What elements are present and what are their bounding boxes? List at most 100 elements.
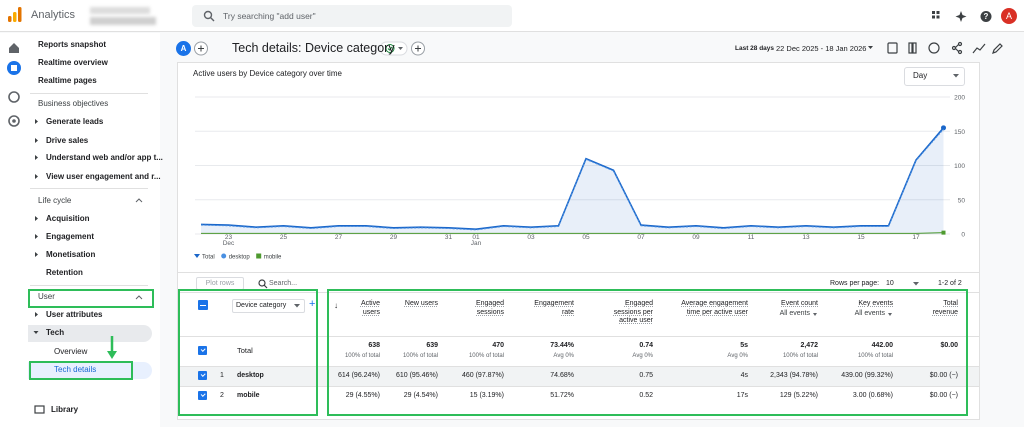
- legend-swatch: [194, 254, 200, 258]
- granularity: Day: [913, 71, 928, 80]
- cell: 439.00 (99.32%): [841, 372, 893, 379]
- x-tick-sublabel: Dec: [223, 240, 235, 247]
- row-name[interactable]: mobile: [237, 392, 260, 399]
- total-value: 5s: [740, 342, 748, 349]
- legend-label: Total: [202, 255, 215, 261]
- nav-item[interactable]: Understand web and/or app t...: [46, 153, 163, 162]
- divider: [30, 93, 148, 94]
- nav-item[interactable]: Tech: [46, 328, 65, 337]
- search-icon: [203, 10, 215, 22]
- add-dimension[interactable]: +: [309, 298, 316, 310]
- total-value: 638: [368, 342, 380, 349]
- row-checkbox[interactable]: [198, 391, 207, 400]
- cell: 0.52: [639, 392, 653, 399]
- y-tick-label: 200: [954, 95, 965, 102]
- column-header-label: Key events: [858, 300, 893, 307]
- nav-item[interactable]: Engagement: [46, 232, 95, 241]
- column-header-label: Active users: [360, 300, 380, 316]
- dimension-dropdown[interactable]: [232, 299, 305, 313]
- nav-subitem[interactable]: Overview: [54, 347, 88, 356]
- row-name[interactable]: desktop: [237, 372, 264, 379]
- nav-item[interactable]: Acquisition: [46, 214, 90, 223]
- nav-item[interactable]: View user engagement and r...: [46, 172, 161, 181]
- divider: [177, 292, 980, 293]
- column-header-sub[interactable]: All events: [779, 310, 810, 317]
- x-tick-label: 01: [472, 234, 480, 241]
- nav-item[interactable]: Generate leads: [46, 117, 104, 126]
- nav-item-bg: [28, 325, 152, 342]
- nav-item[interactable]: Monetisation: [46, 250, 96, 259]
- y-tick-label: 0: [961, 232, 965, 239]
- cell: $0.00 (−): [929, 392, 958, 399]
- search-placeholder[interactable]: Try searching "add user": [223, 11, 316, 21]
- toolbar-icons: [868, 41, 1003, 55]
- x-tick-sublabel: Jan: [471, 240, 482, 247]
- total-sub: Avg 0%: [553, 353, 574, 359]
- row-checkbox[interactable]: [198, 346, 207, 355]
- property-blur: [90, 17, 156, 25]
- header-icons: [194, 41, 425, 56]
- x-tick-label: 27: [335, 234, 343, 241]
- top-bar: [0, 0, 1024, 32]
- total-value: $0.00: [940, 342, 958, 349]
- granularity-dropdown[interactable]: [904, 67, 965, 86]
- row-checkbox[interactable]: [198, 371, 207, 380]
- rows-per-page[interactable]: 10: [886, 280, 894, 287]
- date-range[interactable]: 22 Dec 2025 - 18 Jan 2026: [776, 44, 867, 53]
- table-search-icon: [258, 279, 268, 289]
- nav-item[interactable]: Drive sales: [46, 136, 89, 145]
- end-marker: [941, 125, 946, 131]
- nav-item[interactable]: Realtime pages: [38, 76, 97, 85]
- date-range-label: Last 28 days: [735, 45, 775, 52]
- property-avatar-bg[interactable]: [176, 41, 191, 56]
- row-rank: 2: [220, 392, 224, 399]
- column-header-sub[interactable]: All events: [854, 310, 885, 317]
- nav-library[interactable]: Library: [51, 405, 79, 414]
- nav-item[interactable]: Realtime overview: [38, 58, 108, 67]
- total-value: 470: [492, 342, 504, 349]
- column-header[interactable]: Engaged sessions per active user: [598, 300, 653, 326]
- nav-item[interactable]: Retention: [46, 268, 83, 277]
- cell: 3.00 (0.68%): [852, 392, 893, 399]
- cell: 614 (96.24%): [337, 372, 380, 379]
- account-avatar[interactable]: [1001, 8, 1017, 24]
- x-tick-label: 31: [445, 234, 453, 241]
- nav-section[interactable]: Life cycle: [38, 196, 72, 205]
- chart: Active users by Device category over tim…: [193, 69, 965, 261]
- highlight-box: [178, 289, 318, 416]
- column-header[interactable]: Total revenue: [918, 300, 958, 317]
- column-header[interactable]: New users: [398, 300, 438, 309]
- app-name: Analytics: [31, 9, 76, 21]
- column-header[interactable]: Engaged sessions: [464, 300, 504, 317]
- sort-arrow[interactable]: ↓: [334, 301, 338, 310]
- cell: 17s: [736, 392, 748, 399]
- search-bar[interactable]: [192, 5, 512, 27]
- cell: 51.72%: [550, 392, 574, 399]
- cell: 610 (95.46%): [395, 372, 438, 379]
- total-value: 2,472: [800, 342, 818, 349]
- column-header[interactable]: Key events: [848, 300, 893, 309]
- column-header[interactable]: Engagement rate: [524, 300, 574, 317]
- dropdown-arrow: [953, 74, 959, 78]
- table-search[interactable]: Search...: [269, 280, 298, 287]
- rows-per-page-label: Rows per page:: [830, 280, 880, 287]
- cell: 2,343 (94.78%): [770, 372, 818, 379]
- column-header[interactable]: Average engagement time per active user: [673, 300, 748, 317]
- legend-swatch: [221, 253, 227, 259]
- total-sub: Avg 0%: [727, 353, 748, 359]
- column-header[interactable]: Event count: [773, 300, 818, 309]
- nav-section[interactable]: User: [38, 292, 55, 301]
- total-sub: 100% of total: [782, 353, 818, 359]
- highlight-box: [29, 361, 133, 380]
- annotation-arrows: [107, 336, 117, 359]
- column-header[interactable]: Active users: [350, 300, 380, 317]
- total-sub: 100% of total: [344, 353, 380, 359]
- nav-subitem[interactable]: Tech details: [54, 365, 97, 374]
- nav-item[interactable]: User attributes: [46, 310, 103, 319]
- nav-section[interactable]: Business objectives: [38, 99, 109, 108]
- logo: [8, 7, 22, 22]
- nav-item[interactable]: Reports snapshot: [38, 40, 107, 49]
- column-header-label: New users: [404, 300, 438, 307]
